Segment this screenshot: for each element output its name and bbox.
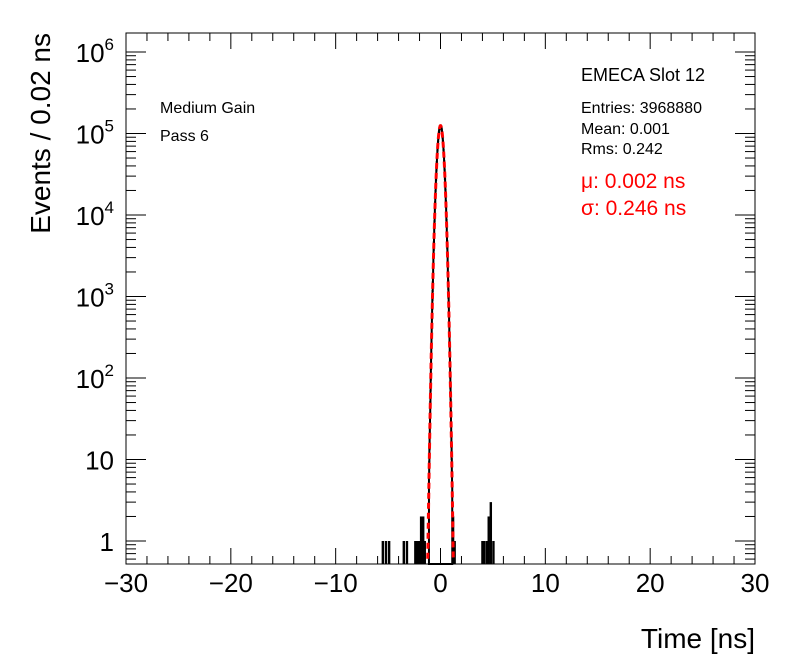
y-tick-label: 105 [76, 117, 114, 150]
chart-title: EMECA Slot 12 [581, 65, 705, 85]
histogram-bin [402, 541, 406, 564]
x-tick-label: −30 [104, 568, 148, 598]
y-tick-label: 106 [76, 35, 114, 68]
x-tick-labels: −30 −20 −10 0 10 20 30 [104, 568, 770, 598]
histogram-bin [417, 541, 421, 564]
y-tick-label: 1 [100, 527, 114, 557]
y-axis-title: Events / 0.02 ns [25, 33, 56, 234]
fit-mu-label: μ: 0.002 ns [581, 170, 685, 193]
y-tick-label: 102 [76, 361, 114, 394]
histogram-bin [414, 541, 417, 564]
stats-mean: Mean: 0.001 [581, 121, 670, 138]
x-tick-label: 20 [636, 568, 665, 598]
y-tick-label: 10 [85, 446, 114, 476]
histogram-bars [381, 124, 495, 565]
x-tick-label: −10 [314, 568, 358, 598]
histogram-bin [489, 502, 493, 564]
histogram-bin [405, 541, 409, 564]
fit-curve [426, 124, 455, 560]
y-tick-label: 103 [76, 280, 114, 313]
histogram-bin [485, 541, 489, 564]
histogram-bin [384, 541, 388, 564]
gain-label: Medium Gain [160, 100, 255, 117]
pass-label: Pass 6 [160, 128, 209, 145]
x-axis-title: Time [ns] [641, 623, 755, 654]
fit-curve-group [426, 124, 455, 560]
stats-entries: Entries: 3968880 [581, 100, 702, 117]
histogram-bin [492, 541, 495, 564]
histogram-bin [487, 516, 490, 564]
histogram-bin [422, 516, 425, 564]
x-tick-label: 0 [433, 568, 447, 598]
histogram-bin [483, 541, 486, 564]
histogram-bin [423, 541, 426, 564]
histogram-bin [451, 516, 455, 564]
axis-ticks [125, 33, 756, 564]
x-tick-label: 10 [531, 568, 560, 598]
histogram-bin [381, 541, 385, 564]
fit-sigma-label: σ: 0.246 ns [581, 197, 686, 220]
histogram-bin [416, 541, 419, 564]
stats-rms: Rms: 0.242 [581, 141, 663, 158]
x-tick-label: 30 [741, 568, 770, 598]
histogram-bin [481, 541, 484, 564]
y-tick-label: 104 [76, 198, 114, 231]
histogram-bin [419, 516, 423, 564]
x-tick-label: −20 [209, 568, 253, 598]
histogram-bin [387, 541, 391, 564]
y-tick-labels: 1 10 102 103 104 105 106 [76, 35, 114, 557]
